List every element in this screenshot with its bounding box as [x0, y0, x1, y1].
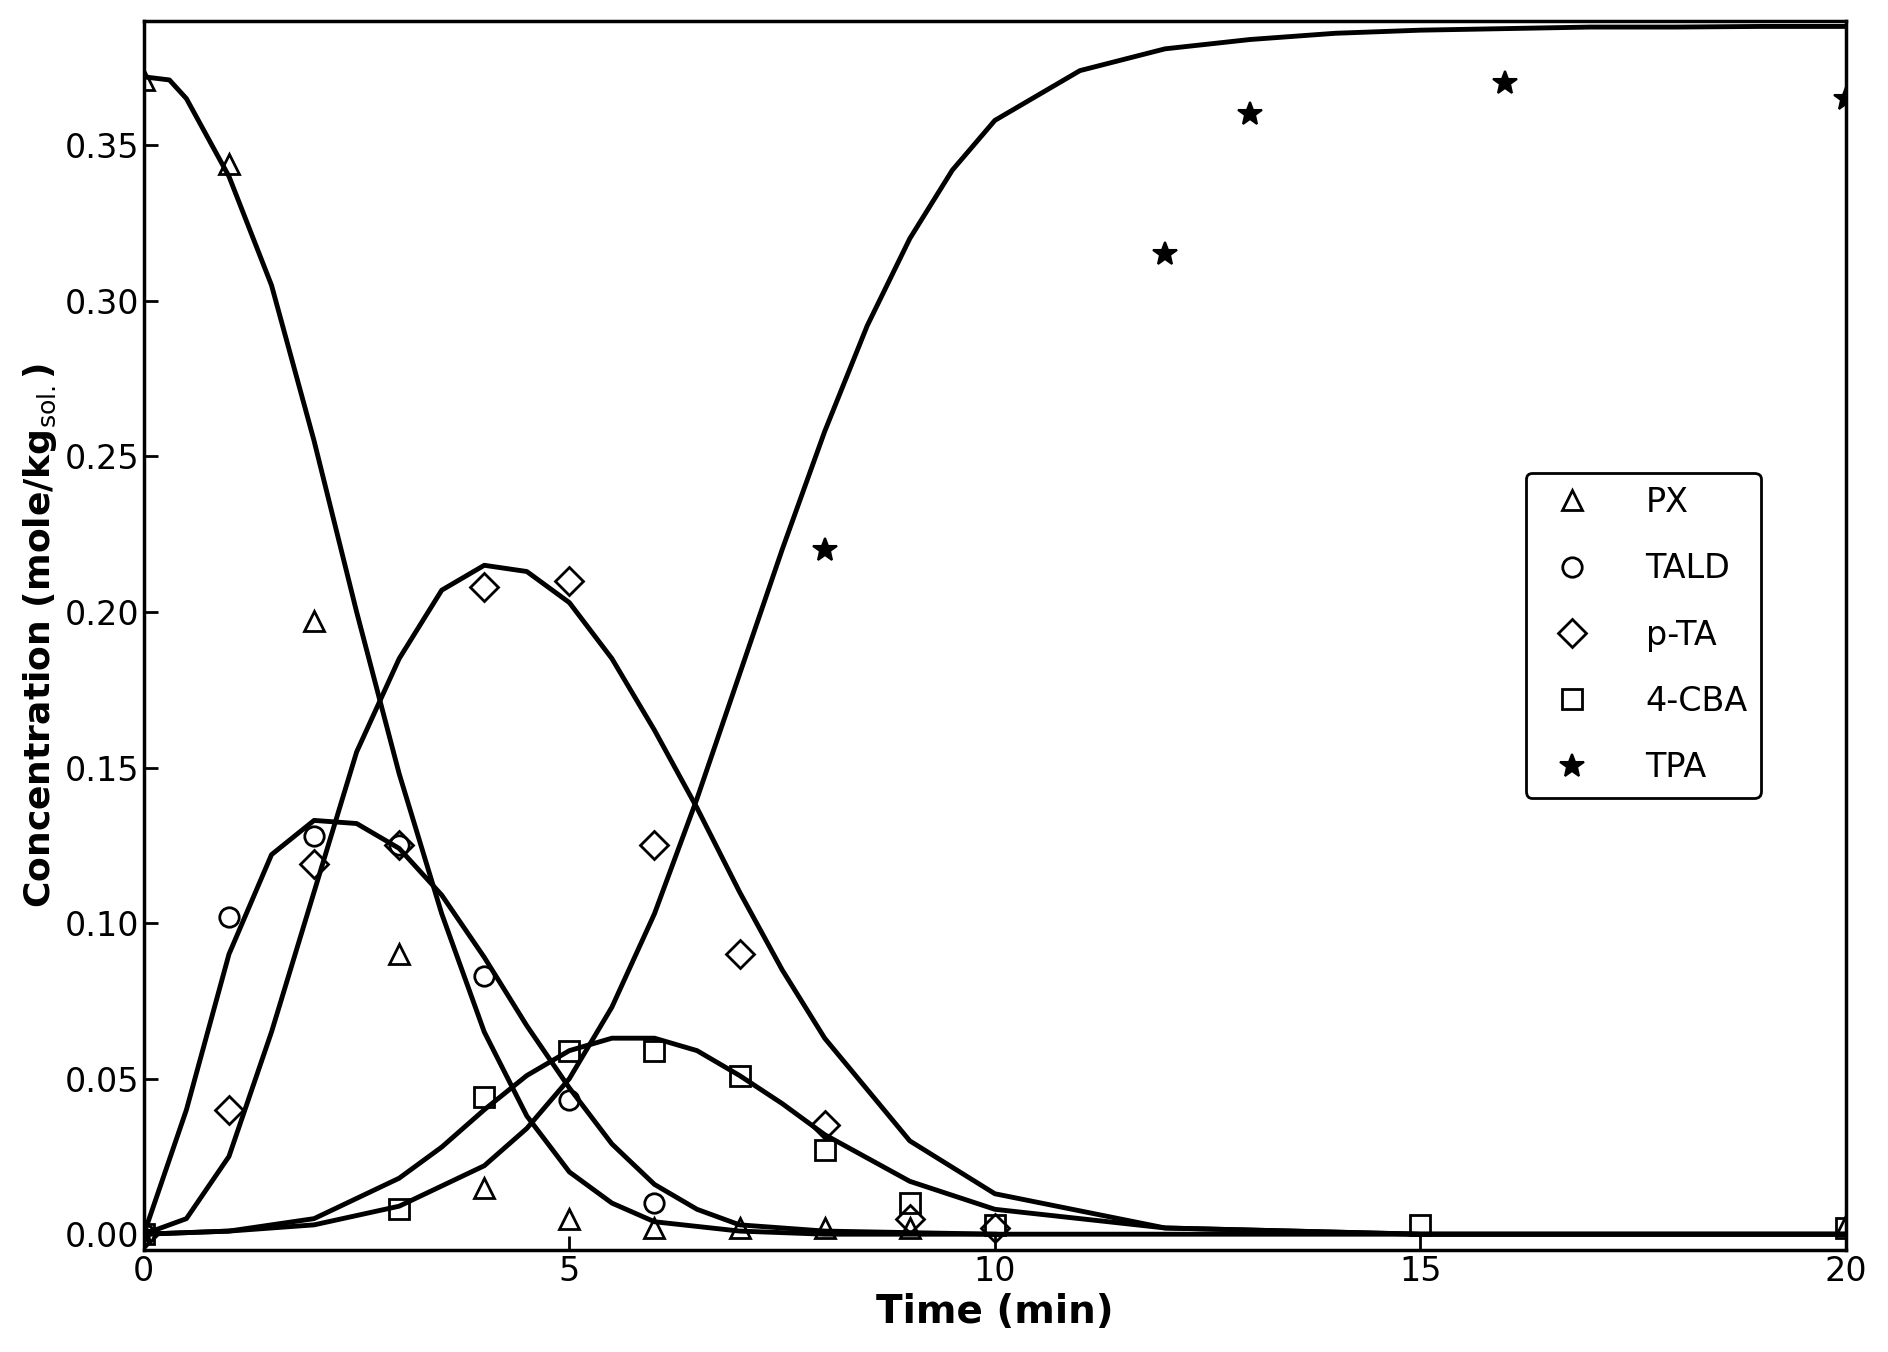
Legend: PX, TALD, p-TA, 4-CBA, TPA: PX, TALD, p-TA, 4-CBA, TPA: [1526, 473, 1762, 798]
Y-axis label: Concentration (mole/kg$_{\mathrm{sol.}}$): Concentration (mole/kg$_{\mathrm{sol.}}$…: [21, 362, 59, 909]
X-axis label: Time (min): Time (min): [876, 1293, 1114, 1332]
